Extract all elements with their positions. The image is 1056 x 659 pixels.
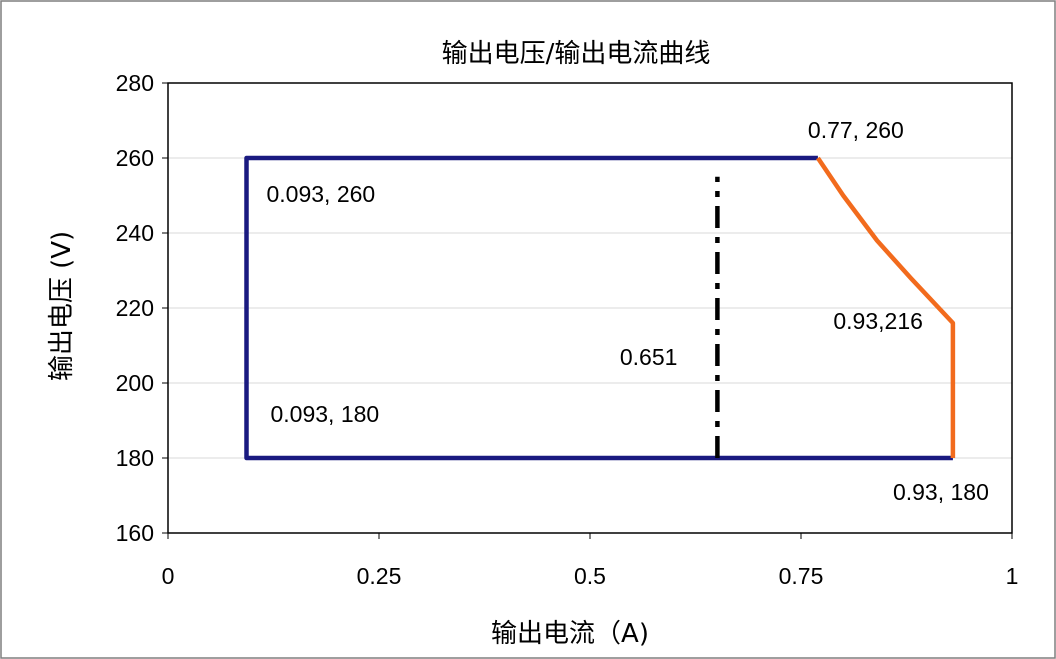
x-tick-label: 0 <box>162 563 175 589</box>
y-tick-label: 240 <box>116 220 154 246</box>
y-tick-label: 280 <box>116 70 154 96</box>
y-tick-label: 160 <box>116 520 154 546</box>
x-axis-ticks: 0 0.25 0.5 0.75 1 <box>162 533 1019 589</box>
x-tick-label: 0.5 <box>574 563 606 589</box>
x-tick-label: 0.75 <box>779 563 824 589</box>
y-tick-label: 260 <box>116 145 154 171</box>
data-label: 0.93, 180 <box>893 479 989 505</box>
series-line-1 <box>244 155 953 461</box>
y-tick-label: 200 <box>116 370 154 396</box>
y-axis-title: 输出电压 (V) <box>47 231 77 381</box>
y-tick-label: 220 <box>116 295 154 321</box>
data-annotations: 0.77, 260 0.093, 260 0.651 0.93,216 0.093, 1… <box>266 117 988 505</box>
data-label: 0.093, 260 <box>266 181 375 207</box>
y-axis-ticks: 160 180 200 220 240 260 280 <box>116 70 168 546</box>
x-tick-label: 1 <box>1006 563 1019 589</box>
data-label: 0.651 <box>620 344 678 370</box>
series-line-2 <box>816 156 956 458</box>
chart-title: 输出电压/输出电流曲线 <box>442 39 711 69</box>
data-label: 0.93,216 <box>833 308 923 334</box>
data-series <box>244 155 956 461</box>
x-axis-title: 输出电流（A) <box>491 619 649 649</box>
data-label: 0.77, 260 <box>808 117 904 143</box>
x-tick-label: 0.25 <box>357 563 402 589</box>
data-label: 0.093, 180 <box>270 401 379 427</box>
y-tick-label: 180 <box>116 445 154 471</box>
